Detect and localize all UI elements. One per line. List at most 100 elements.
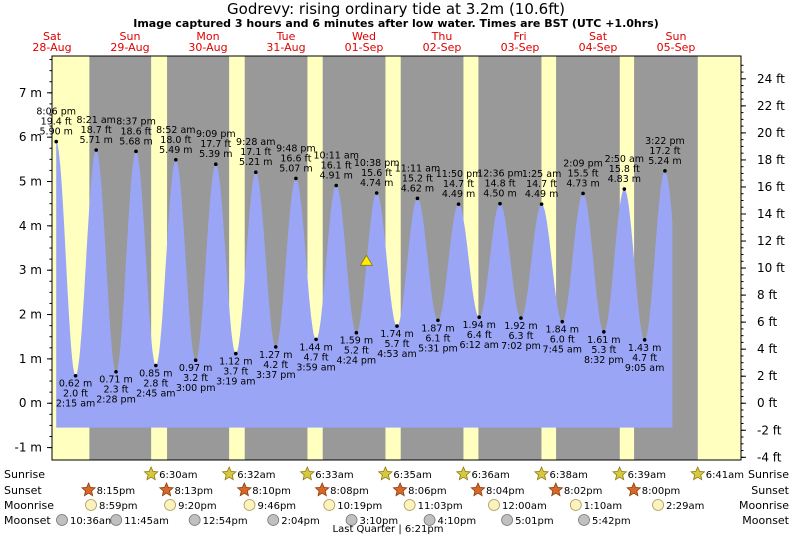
right-tick-label: 22 ft xyxy=(757,99,785,113)
tide-point xyxy=(354,330,359,335)
event-time-label: 2:29am xyxy=(666,501,704,512)
tide-feet-label: 19.4 ft xyxy=(41,117,72,128)
tide-time-label: 3:00 pm xyxy=(176,383,216,394)
moonset-icon xyxy=(188,514,201,526)
tide-time-label: 2:15 am xyxy=(56,399,95,410)
tide-feet-label: 18.0 ft xyxy=(160,135,191,146)
sun-icon xyxy=(612,465,628,481)
moonset-icon xyxy=(267,514,280,526)
tide-point xyxy=(94,148,98,152)
tide-height-label: 0.97 m xyxy=(179,363,212,374)
tide-feet-label: 18.6 ft xyxy=(120,126,151,137)
tide-height-label: 5.24 m xyxy=(648,156,681,167)
event-time-label: 6:38am xyxy=(550,470,588,481)
tide-height-label: 5.39 m xyxy=(199,149,232,160)
event-time-label: 4:10pm xyxy=(438,516,477,527)
sunset-icon xyxy=(314,481,330,497)
tide-feet-label: 14.8 ft xyxy=(484,179,515,190)
tide-feet-label: 2.0 ft xyxy=(63,389,88,400)
tide-height-label: 1.27 m xyxy=(259,350,292,361)
moonset-icon xyxy=(578,514,590,526)
event-time-label: 9:20pm xyxy=(178,501,217,512)
tide-point xyxy=(233,351,238,356)
tide-time-label: 2:28 pm xyxy=(96,395,136,406)
right-tick-label: 4 ft xyxy=(757,342,777,356)
tide-height-label: 4.62 m xyxy=(401,183,434,194)
tide-point xyxy=(134,149,138,154)
tide-height-label: 4.49 m xyxy=(525,189,558,200)
sunset-icon xyxy=(236,481,252,497)
moonset-icon xyxy=(56,514,68,526)
event-time-label: 12:54pm xyxy=(203,516,248,527)
event-time-label: 5:42pm xyxy=(592,516,631,527)
day-date-label: 04-Sep xyxy=(579,41,618,54)
day-date-label: 31-Aug xyxy=(266,41,305,54)
tide-height-label: 1.74 m xyxy=(380,329,413,340)
moonset-icon xyxy=(501,514,513,526)
moonrise-icon xyxy=(403,499,416,511)
moon-phase-label: Last Quarter | 6:21pm xyxy=(333,524,444,535)
tide-height-label: 0.85 m xyxy=(139,369,172,380)
tide-point xyxy=(498,201,502,206)
day-name-label: Tue xyxy=(276,30,296,43)
tide-feet-label: 5.7 ft xyxy=(384,339,409,350)
event-time-label: 6:41am xyxy=(706,470,744,481)
event-time-label: 8:00pm xyxy=(642,486,681,497)
event-time-label: 12:00am xyxy=(502,501,547,512)
tide-time-label: 3:22 pm xyxy=(645,136,685,147)
sun-icon xyxy=(221,465,237,481)
day-date-label: 30-Aug xyxy=(188,41,227,54)
tide-feet-label: 18.7 ft xyxy=(81,125,112,136)
tide-point xyxy=(415,196,420,201)
event-time-label: 8:02pm xyxy=(564,486,603,497)
moonrise-icon xyxy=(652,499,664,511)
moonrise-icon xyxy=(323,499,336,511)
tide-point xyxy=(73,373,78,378)
tide-point xyxy=(154,363,158,368)
tide-time-label: 8:32 pm xyxy=(584,355,624,366)
tide-point xyxy=(602,330,606,334)
tide-feet-label: 4.2 ft xyxy=(263,360,288,371)
tide-feet-label: 17.7 ft xyxy=(200,139,231,150)
event-time-label: 8:15pm xyxy=(97,486,136,497)
event-time-label: 5:01pm xyxy=(515,516,554,527)
sunset-icon xyxy=(548,481,564,497)
event-time-label: 8:04pm xyxy=(486,486,525,497)
event-time-label: 8:06pm xyxy=(408,486,447,497)
day-name-label: Sat xyxy=(589,30,608,43)
sun-icon xyxy=(690,465,706,481)
sunset-icon xyxy=(392,481,408,497)
tide-feet-label: 6.4 ft xyxy=(467,330,492,341)
day-name-label: Sun xyxy=(666,30,687,43)
tide-height-label: 0.71 m xyxy=(99,375,132,386)
tide-point xyxy=(374,191,379,195)
tide-height-label: 1.94 m xyxy=(462,320,495,331)
moonrise-icon xyxy=(569,499,582,511)
day-date-label: 01-Sep xyxy=(345,41,384,54)
right-tick-label: 2 ft xyxy=(757,369,777,383)
sun-icon xyxy=(143,465,159,481)
event-time-label: 9:46pm xyxy=(258,501,297,512)
chart-header: Godrevy: rising ordinary tide at 3.2m (1… xyxy=(133,0,659,30)
event-time-label: 6:36am xyxy=(471,470,509,481)
event-time-label: 1:10am xyxy=(584,501,622,512)
row-label-left: Moonset xyxy=(4,514,51,527)
tide-time-label: 8:21 am xyxy=(76,115,115,126)
current-tide-marker xyxy=(359,254,374,266)
day-date-label: 29-Aug xyxy=(110,41,149,54)
tide-feet-label: 15.2 ft xyxy=(402,173,433,184)
tide-height-label: 4.49 m xyxy=(442,189,475,200)
right-tick-label: 16 ft xyxy=(757,180,785,194)
moonset-icon xyxy=(110,514,123,526)
tide-time-label: 4:53 am xyxy=(377,349,416,360)
tide-feet-label: 4.7 ft xyxy=(632,353,657,364)
sunset-icon xyxy=(470,481,486,497)
right-tick-label: 0 ft xyxy=(757,396,777,410)
tide-point xyxy=(622,187,627,191)
tide-time-label: 11:11 am xyxy=(395,163,440,174)
tide-point xyxy=(581,191,585,196)
tide-height-label: 1.12 m xyxy=(219,357,252,368)
sunset-icon xyxy=(80,481,97,497)
